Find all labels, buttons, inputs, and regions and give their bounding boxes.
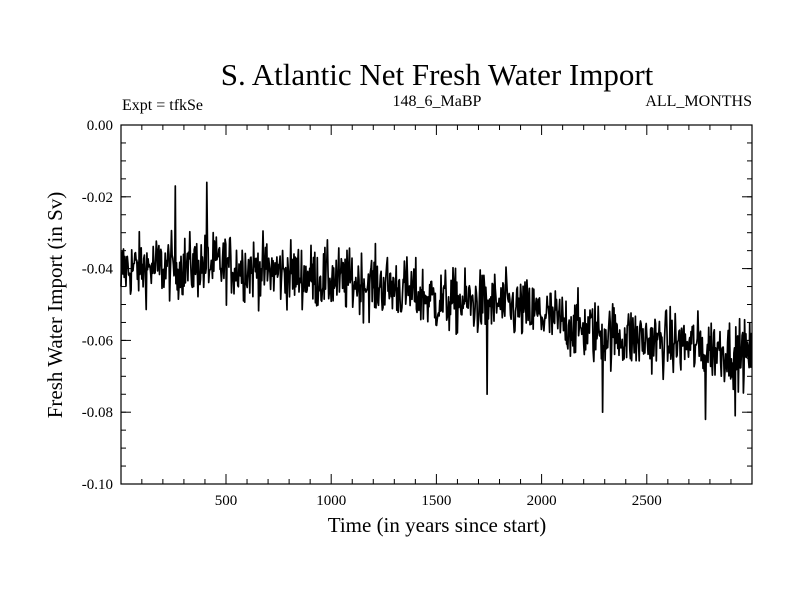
x-tick-labels: 500 1000 1500 2000 2500 bbox=[215, 493, 662, 509]
x-tick-label-2: 1500 bbox=[421, 493, 451, 509]
y-tick-labels: 0.00 -0.02 -0.04 -0.06 -0.08 -0.10 bbox=[82, 118, 114, 493]
series-line-fresh-water-import bbox=[120, 181, 753, 421]
y-tick-label-4: -0.08 bbox=[82, 405, 113, 421]
y-tick-label-0: 0.00 bbox=[87, 118, 113, 134]
y-tick-label-2: -0.04 bbox=[82, 262, 114, 278]
x-tick-label-4: 2500 bbox=[632, 493, 662, 509]
x-tick-label-3: 2000 bbox=[527, 493, 557, 509]
months-label: ALL_MONTHS bbox=[645, 93, 752, 110]
experiment-label: Expt = tfkSe bbox=[122, 97, 203, 114]
y-tick-label-1: -0.02 bbox=[82, 190, 113, 206]
x-axis-label: Time (in years since start) bbox=[328, 513, 547, 537]
plot-frame bbox=[120, 124, 753, 485]
axis-ticks bbox=[121, 124, 752, 485]
x-tick-label-1: 1000 bbox=[316, 493, 346, 509]
x-tick-label-0: 500 bbox=[215, 493, 238, 509]
run-label: 148_6_MaBP bbox=[393, 93, 482, 110]
y-tick-label-5: -0.10 bbox=[82, 477, 113, 493]
chart-title: S. Atlantic Net Fresh Water Import bbox=[221, 57, 654, 92]
y-axis-label: Fresh Water Import (in Sv) bbox=[43, 192, 67, 419]
y-tick-label-3: -0.06 bbox=[82, 333, 114, 349]
